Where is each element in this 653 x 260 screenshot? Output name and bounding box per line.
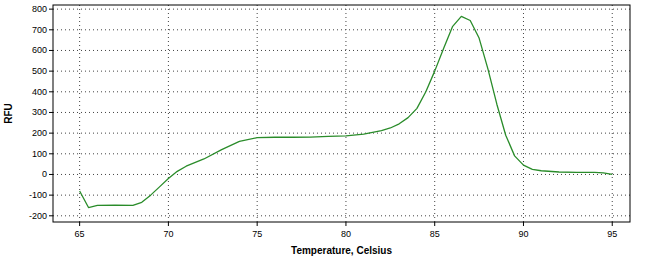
x-tick-label: 80: [341, 229, 351, 239]
plot-area: [80, 16, 613, 207]
x-tick: [79, 222, 80, 226]
x-grid-line: [434, 5, 435, 222]
y-grid-line: [53, 29, 630, 30]
y-tick-label: 100: [32, 149, 47, 159]
y-tick-label: 800: [32, 4, 47, 14]
y-tick: [49, 71, 53, 72]
x-grid-line: [523, 5, 524, 222]
y-tick: [49, 215, 53, 216]
x-grid-line: [612, 5, 613, 222]
x-tick: [345, 222, 346, 226]
y-tick: [49, 9, 53, 10]
x-grid-line: [168, 5, 169, 222]
x-tick: [434, 222, 435, 226]
x-tick-label: 75: [252, 229, 262, 239]
y-grid-line: [53, 153, 630, 154]
x-tick: [523, 222, 524, 226]
y-grid-line: [53, 195, 630, 196]
y-tick: [49, 50, 53, 51]
y-grid-line: [53, 215, 630, 216]
y-tick: [49, 133, 53, 134]
x-tick-label: 85: [430, 229, 440, 239]
y-tick: [49, 153, 53, 154]
y-tick-label: -200: [29, 211, 47, 221]
y-grid-line: [53, 50, 630, 51]
y-axis-label: RFU: [3, 103, 14, 124]
chart-svg: 65 70 75 80 85 90 95 -200 -100 0 100 200 300 400 500 60…: [0, 0, 653, 260]
y-tick: [49, 29, 53, 30]
x-tick-label: 70: [163, 229, 173, 239]
y-tick-label: 300: [32, 107, 47, 117]
x-grid-line: [257, 5, 258, 222]
x-tick: [168, 222, 169, 226]
x-tick-label: 95: [607, 229, 617, 239]
y-grid-line: [53, 91, 630, 92]
x-grid-line: [79, 5, 80, 222]
y-grid-line: [53, 133, 630, 134]
y-tick-label: 200: [32, 128, 47, 138]
x-tick-label: 90: [518, 229, 528, 239]
y-tick: [49, 174, 53, 175]
x-tick: [257, 222, 258, 226]
y-tick-label: 700: [32, 25, 47, 35]
y-grid-line: [53, 112, 630, 113]
plot-frame: [53, 5, 630, 222]
y-tick-label: 0: [42, 169, 47, 179]
x-tick: [612, 222, 613, 226]
x-tick-label: 65: [75, 229, 85, 239]
y-tick-label: 400: [32, 87, 47, 97]
y-tick-label: 500: [32, 66, 47, 76]
background: [0, 0, 653, 260]
chart-container: 65 70 75 80 85 90 95 -200 -100 0 100 200 300 400 500 60…: [0, 0, 653, 260]
y-grid-line: [53, 9, 630, 10]
y-tick-label: 600: [32, 45, 47, 55]
y-tick: [49, 91, 53, 92]
y-tick: [49, 112, 53, 113]
melt-curve: [80, 16, 613, 207]
y-tick: [49, 195, 53, 196]
x-grid-line: [345, 5, 346, 222]
x-axis-label: Temperature, Celsius: [291, 245, 392, 256]
y-grid-line: [53, 71, 630, 72]
y-tick-label: -100: [29, 190, 47, 200]
y-grid-line: [53, 174, 630, 175]
